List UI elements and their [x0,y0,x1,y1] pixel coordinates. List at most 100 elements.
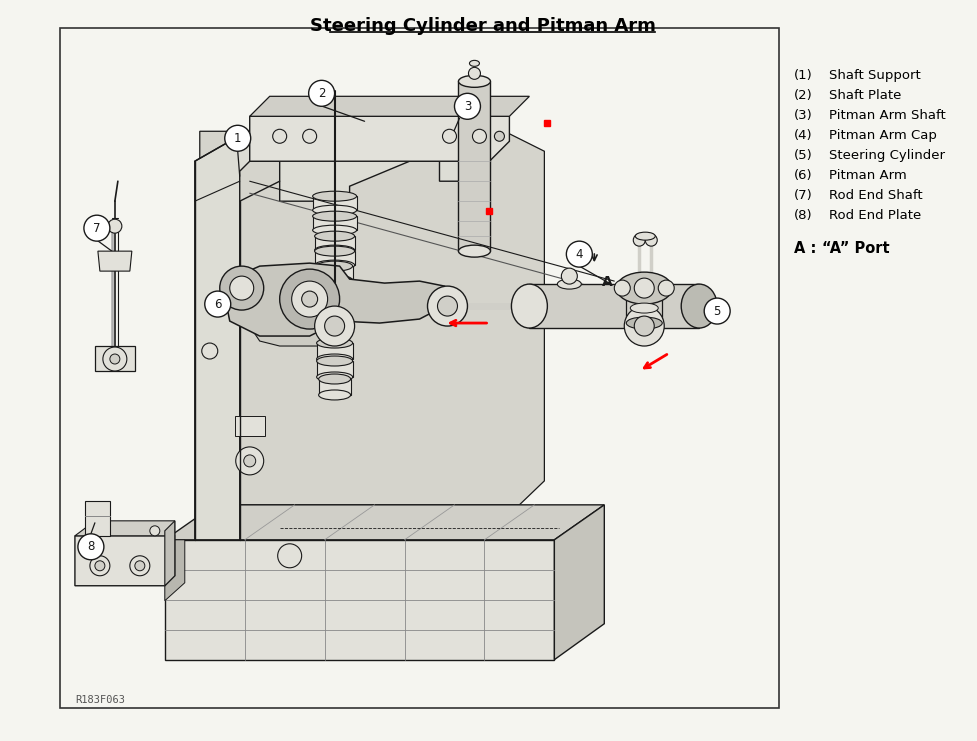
Text: 7: 7 [93,222,101,235]
Text: (7): (7) [794,189,813,202]
Polygon shape [165,505,605,539]
Circle shape [107,219,122,233]
Ellipse shape [317,290,353,300]
Text: A: A [602,275,613,289]
Circle shape [562,268,577,284]
Bar [317,361,353,377]
Text: (5): (5) [794,149,813,162]
Circle shape [202,343,218,359]
Circle shape [454,93,481,119]
Bar [458,82,490,251]
Bar [530,284,700,328]
Circle shape [235,447,264,475]
Text: A :: A : [794,241,822,256]
Circle shape [494,131,504,142]
Ellipse shape [626,317,662,329]
Text: (8): (8) [794,209,813,222]
Ellipse shape [313,211,357,221]
Text: 1: 1 [234,132,241,144]
Ellipse shape [511,284,547,328]
Bar [626,288,662,323]
Circle shape [205,291,231,317]
Text: (1): (1) [794,70,813,82]
Polygon shape [248,293,340,346]
Text: Rod End Plate: Rod End Plate [829,209,921,222]
Ellipse shape [317,354,353,364]
Text: 8: 8 [87,540,95,554]
Text: 5: 5 [713,305,721,318]
Text: 2: 2 [318,87,325,100]
Ellipse shape [315,260,355,270]
Bar [60,28,779,708]
Ellipse shape [315,246,355,256]
Ellipse shape [315,245,355,255]
Circle shape [438,296,457,316]
Text: Pitman Arm: Pitman Arm [829,169,907,182]
Polygon shape [98,251,132,271]
Ellipse shape [317,356,353,366]
Circle shape [473,129,487,143]
Text: (4): (4) [794,129,813,142]
Ellipse shape [616,272,672,304]
Circle shape [279,269,340,329]
Ellipse shape [313,205,357,215]
Circle shape [225,125,251,151]
Polygon shape [75,521,175,536]
Bar [319,379,351,395]
Ellipse shape [317,275,353,285]
Circle shape [309,80,334,106]
Bar [317,281,353,295]
Ellipse shape [681,284,717,328]
Ellipse shape [313,225,357,235]
Circle shape [109,354,120,364]
Polygon shape [85,501,109,536]
Circle shape [624,306,664,346]
Ellipse shape [313,191,357,202]
Text: Pitman Arm Shaft: Pitman Arm Shaft [829,110,946,122]
Circle shape [443,129,456,143]
Circle shape [302,291,318,307]
Polygon shape [225,263,445,336]
Polygon shape [165,539,554,659]
Ellipse shape [319,374,351,384]
Circle shape [567,241,592,267]
Polygon shape [554,505,605,659]
Ellipse shape [317,261,353,271]
Polygon shape [75,536,175,585]
Text: Steering Cylinder: Steering Cylinder [829,149,945,162]
Text: Shaft Support: Shaft Support [829,70,920,82]
Ellipse shape [319,390,351,400]
Polygon shape [194,142,489,539]
Bar [313,216,357,230]
Circle shape [230,276,254,300]
Ellipse shape [635,232,656,240]
Circle shape [273,129,286,143]
Text: 3: 3 [464,100,471,113]
Ellipse shape [630,303,658,313]
Ellipse shape [317,276,353,286]
Circle shape [645,234,658,246]
Circle shape [90,556,109,576]
Circle shape [243,455,256,467]
Polygon shape [165,539,185,601]
Text: (6): (6) [794,169,813,182]
Polygon shape [95,346,135,371]
Circle shape [634,278,655,298]
Circle shape [149,526,160,536]
Text: “A” Port: “A” Port [822,241,890,256]
Circle shape [615,280,630,296]
Polygon shape [250,96,530,116]
Circle shape [95,561,105,571]
Ellipse shape [458,76,490,87]
Circle shape [633,234,645,246]
Ellipse shape [470,60,480,67]
Text: (2): (2) [794,90,813,102]
Text: 4: 4 [575,247,583,261]
Bar [315,251,355,265]
Text: Shaft Plate: Shaft Plate [829,90,902,102]
Text: 6: 6 [214,298,222,310]
Bar [317,343,353,359]
Circle shape [220,266,264,310]
Circle shape [428,286,467,326]
Circle shape [135,561,145,571]
